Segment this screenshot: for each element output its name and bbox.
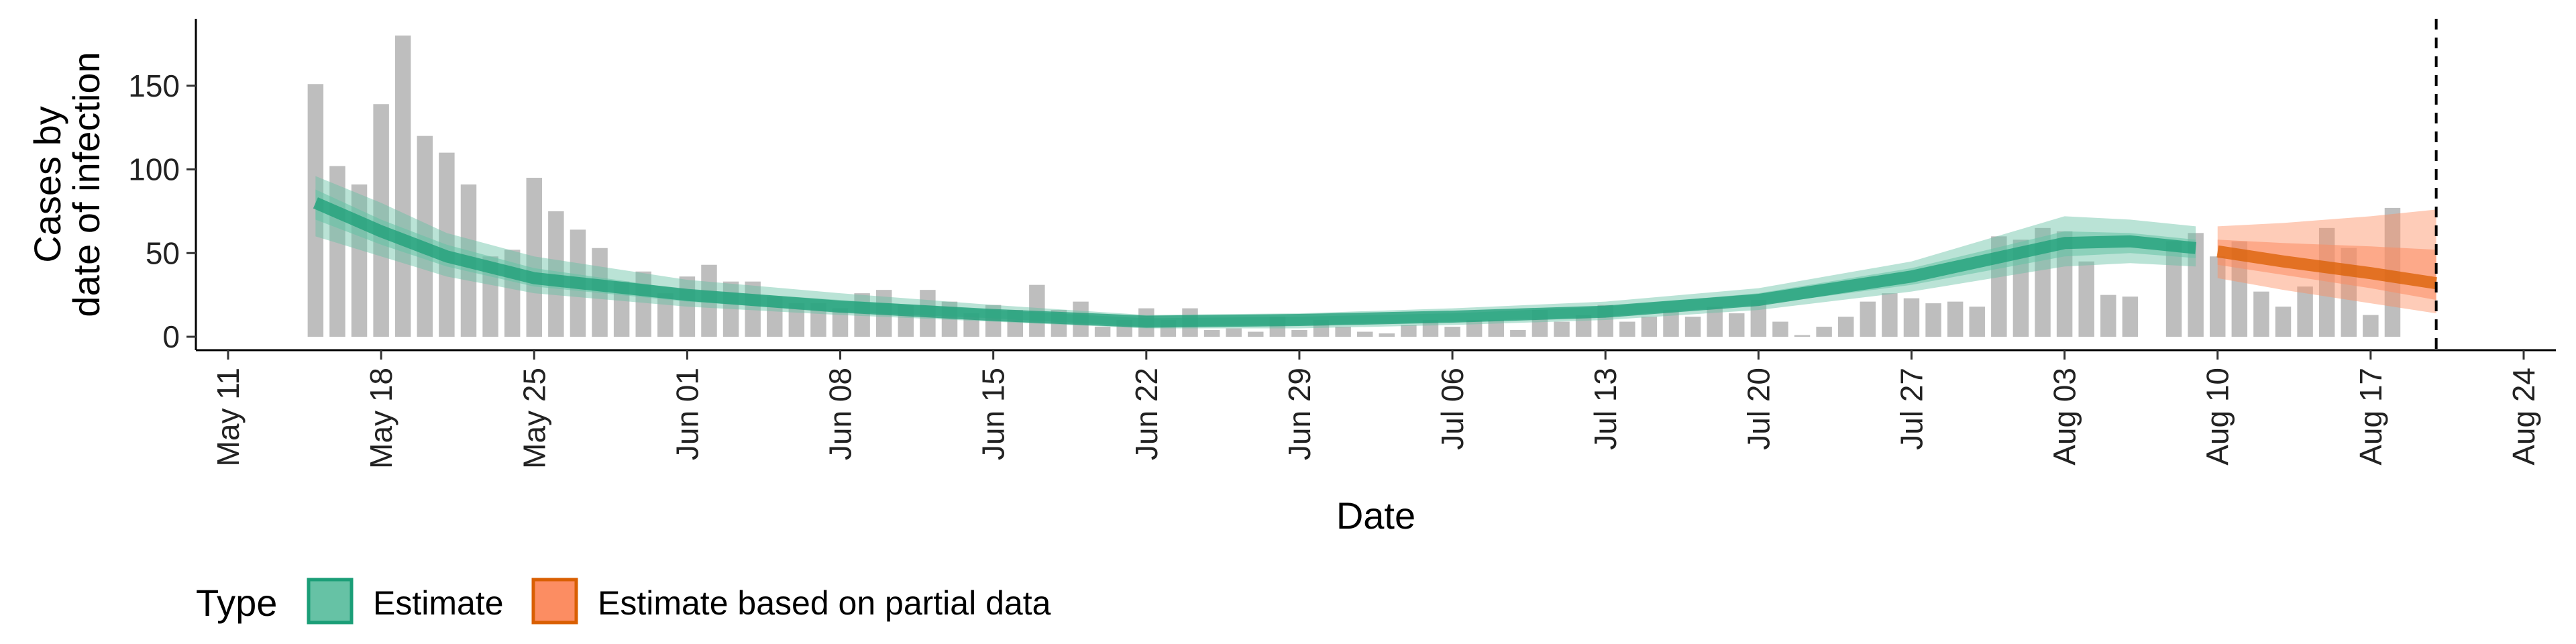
axes-layer: 0 50 100 150 May 11 May 18 May 25 Jun 01 Jun 08 J… — [26, 19, 2556, 537]
bar — [1401, 325, 1417, 337]
bar — [2275, 307, 2292, 337]
bar — [2363, 315, 2379, 337]
series-0-median-line — [313, 197, 2197, 328]
bar — [2188, 233, 2204, 337]
bar — [1641, 317, 1658, 337]
x-tick-label: Jun 08 — [823, 368, 858, 460]
x-tick-label: Aug 17 — [2353, 368, 2388, 466]
bar — [1619, 321, 1635, 337]
x-tick-label: Jun 22 — [1129, 368, 1164, 460]
bar — [1356, 331, 1373, 337]
bar — [1772, 321, 1788, 337]
bar — [1248, 331, 1264, 337]
bar — [1707, 307, 1723, 337]
bar — [2297, 286, 2313, 337]
legend: Type Estimate Estimate based on partial da… — [196, 578, 1051, 625]
x-tick-label: May 11 — [211, 368, 246, 466]
y-tick-label: 0 — [162, 319, 180, 354]
x-tick-label: Aug 03 — [2047, 368, 2082, 466]
x-tick-label: May 25 — [517, 368, 551, 469]
bar — [1226, 328, 1242, 337]
bar — [1729, 313, 1745, 337]
bar — [2078, 261, 2094, 337]
x-axis-title: Date — [1336, 494, 1415, 537]
x-tick-label: Jul 13 — [1588, 368, 1623, 450]
bar — [1816, 327, 1832, 337]
legend-title: Type — [196, 582, 277, 624]
y-tick-label: 150 — [128, 68, 180, 103]
y-axis-title-line-1: Cases by — [26, 106, 68, 262]
bar — [2056, 231, 2073, 337]
bar — [1379, 333, 1395, 337]
bar — [832, 308, 849, 337]
bar — [1291, 330, 1307, 337]
bar — [810, 303, 826, 337]
bar — [526, 178, 542, 337]
ribbons-layer — [313, 176, 2438, 329]
bar — [1466, 320, 1483, 337]
bar — [1510, 330, 1526, 337]
legend-swatch-1 — [531, 578, 578, 625]
bar — [2210, 256, 2226, 337]
bar — [1882, 293, 1898, 337]
x-tick-label: Jun 01 — [669, 368, 704, 460]
y-axis-title-line-2: date of infection — [65, 52, 107, 317]
bar — [1969, 307, 1985, 337]
bar — [657, 293, 674, 337]
x-tick-label: May 18 — [364, 368, 398, 469]
x-tick-label: Jul 06 — [1435, 368, 1470, 450]
bar — [1422, 320, 1439, 337]
y-tick-label: 100 — [128, 152, 180, 187]
bar — [2100, 294, 2116, 337]
bar — [394, 35, 411, 337]
bar — [1837, 317, 1854, 337]
bar — [1575, 315, 1592, 337]
bar — [1488, 320, 1504, 337]
x-tick-label: Jun 29 — [1282, 368, 1317, 460]
legend-label-1: Estimate based on partial data — [598, 584, 1051, 622]
y-tick-label: 50 — [146, 235, 180, 270]
x-tick-label: Jun 15 — [976, 368, 1011, 460]
bar — [1860, 301, 1876, 337]
x-tick-label: Jul 27 — [1894, 368, 1929, 450]
bar — [1554, 321, 1570, 337]
legend-swatch-0 — [307, 578, 354, 625]
bar — [1947, 301, 1964, 337]
bar — [788, 303, 805, 337]
bar — [2253, 291, 2269, 337]
bar — [1203, 330, 1220, 337]
bar — [1684, 317, 1701, 337]
bar — [1925, 303, 1941, 337]
bar — [2122, 297, 2139, 337]
legend-label-0: Estimate — [373, 584, 504, 622]
bar — [1335, 327, 1351, 337]
x-tick-label: Aug 10 — [2200, 368, 2235, 466]
bar — [1663, 310, 1679, 337]
series-1-median-line — [2216, 245, 2438, 290]
bar — [1903, 298, 1920, 337]
bar — [1444, 327, 1460, 337]
bar — [1029, 284, 1045, 337]
bar — [1750, 300, 1767, 337]
bar — [2165, 241, 2182, 337]
x-tick-label: Aug 24 — [2506, 368, 2541, 466]
bar — [1794, 335, 1811, 337]
series-0-outer-band — [315, 176, 2196, 329]
x-tick-label: Jul 20 — [1741, 368, 1776, 450]
bar — [1094, 327, 1111, 337]
